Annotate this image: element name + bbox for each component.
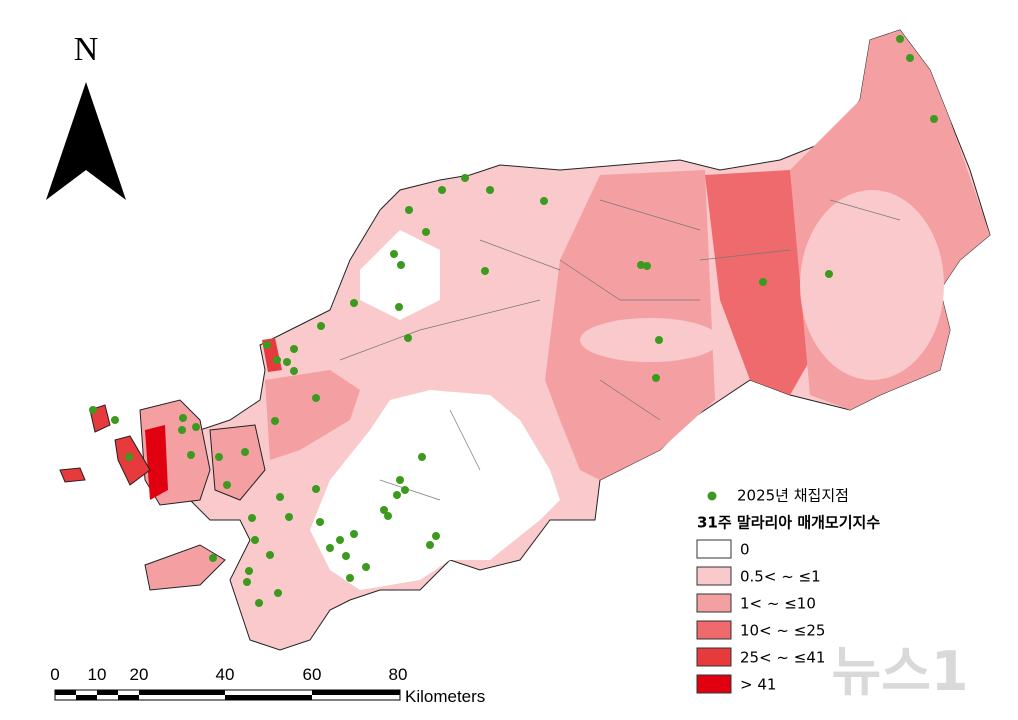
scale-label: 60: [303, 665, 322, 684]
legend-class: 0: [740, 541, 750, 559]
scale-unit: Kilometers: [405, 687, 485, 706]
legend-class: 0.5< ~ ≤1: [740, 568, 821, 586]
regions: [59, 29, 991, 651]
legend: 2025년 채집지점 31주 말라리아 매개모기지수 0 0.5< ~ ≤1 1…: [696, 487, 880, 694]
legend-class: > 41: [740, 676, 776, 694]
sampling-points: [89, 35, 938, 607]
watermark: 뉴스1: [832, 640, 969, 703]
legend-point-label: 2025년 채집지점: [737, 487, 849, 505]
scale-label: 40: [216, 665, 235, 684]
legend-class: 10< ~ ≤25: [740, 622, 825, 640]
scale-label: 10: [88, 665, 107, 684]
legend-title: 31주 말라리아 매개모기지수: [697, 514, 880, 532]
scale-label: 80: [389, 665, 408, 684]
scale-label: 0: [50, 665, 59, 684]
scale-bar: 0 10 20 40 60 80 Kilometers: [50, 665, 485, 706]
north-arrow: [46, 82, 126, 200]
legend-class: 25< ~ ≤41: [740, 649, 825, 667]
legend-class: 1< ~ ≤10: [740, 595, 816, 613]
north-label: N: [74, 31, 99, 68]
scale-label: 20: [130, 665, 149, 684]
